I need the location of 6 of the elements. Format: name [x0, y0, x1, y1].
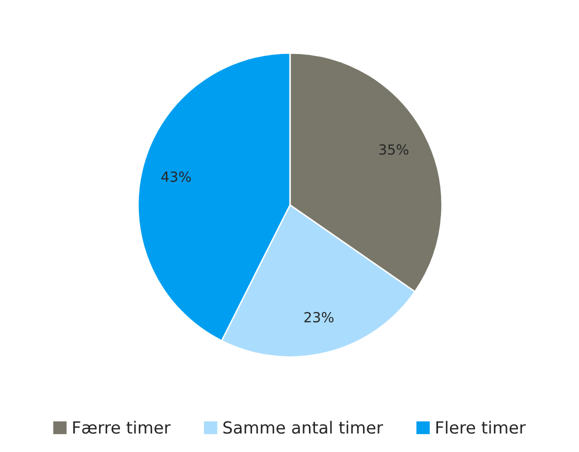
legend-label: Samme antal timer [223, 420, 384, 434]
data-label: 23% [304, 312, 334, 322]
legend-label: Flere timer [436, 420, 526, 434]
legend-label: Færre timer [73, 420, 171, 434]
data-label: 43% [161, 171, 191, 182]
data-label: 35% [379, 144, 408, 155]
